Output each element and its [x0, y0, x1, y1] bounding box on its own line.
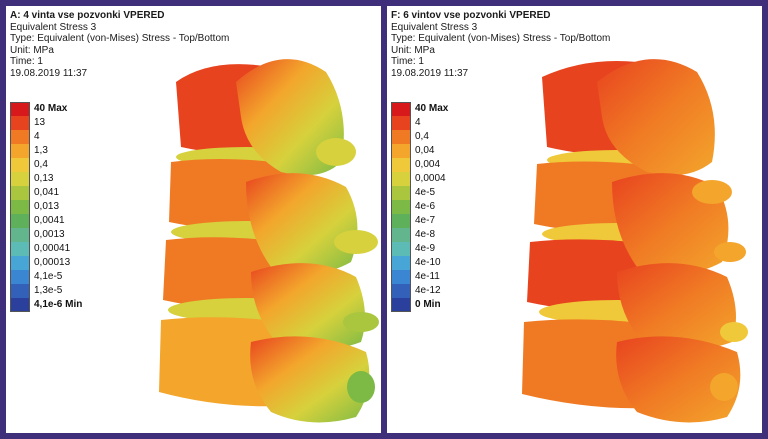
legend-label: 0,0004: [415, 173, 446, 184]
result-name: Equivalent Stress 3: [391, 21, 478, 33]
result-type: Type: Equivalent (von-Mises) Stress - To…: [10, 33, 230, 44]
legend-label: 4e-7: [415, 215, 436, 226]
result-title: F: 6 vintov vse pozvonki VPERED: [391, 10, 551, 21]
legend-label: 4e-9: [415, 243, 436, 254]
legend-swatch: [391, 256, 411, 270]
legend-label: 4e-6: [415, 201, 436, 212]
legend-label: 0,0013: [34, 229, 65, 240]
legend-label: 0,04: [415, 145, 435, 156]
legend-label: 0,00013: [34, 257, 71, 268]
legend-label: 4e-5: [415, 187, 436, 198]
legend-swatch: [391, 228, 411, 242]
legend-swatch: [391, 242, 411, 256]
legend-swatch: [10, 102, 30, 116]
legend-swatch: [10, 158, 30, 172]
legend-swatch: [391, 144, 411, 158]
legend-swatch: [10, 242, 30, 256]
legend-label: 4e-8: [415, 229, 436, 240]
legend-label: 1,3: [34, 145, 48, 156]
legend-label: 40 Max: [34, 103, 68, 114]
legend-label: 0,004: [415, 159, 441, 170]
legend-label: 4: [415, 117, 421, 128]
legend-swatch: [10, 186, 30, 200]
legend-label: 0,4: [415, 131, 429, 142]
legend-swatch: [391, 214, 411, 228]
spine-model-stress-plot[interactable]: [151, 42, 381, 432]
legend-swatch: [10, 172, 30, 186]
legend-label: 1,3e-5: [34, 285, 63, 296]
result-type: Type: Equivalent (von-Mises) Stress - To…: [391, 33, 611, 44]
result-unit: Unit: MPa: [10, 44, 54, 56]
result-name: Equivalent Stress 3: [10, 21, 97, 33]
legend-swatch: [10, 228, 30, 242]
legend-swatch: [391, 172, 411, 186]
legend-swatch: [10, 200, 30, 214]
legend-label: 0,041: [34, 187, 60, 198]
legend-label: 40 Max: [415, 103, 449, 114]
legend-label: 0,013: [34, 201, 60, 212]
legend-label: 4e-10: [415, 257, 441, 268]
legend-swatch: [391, 200, 411, 214]
legend-swatch: [391, 116, 411, 130]
legend-label: 4e-11: [415, 271, 440, 282]
legend-label: 0,4: [34, 159, 48, 170]
result-time: Time: 1: [10, 56, 43, 67]
legend-swatch: [391, 284, 411, 298]
legend-swatch: [10, 270, 30, 284]
legend-label: 0,13: [34, 173, 54, 184]
legend-swatch: [391, 158, 411, 172]
legend-swatch: [391, 186, 411, 200]
result-date: 19.08.2019 11:37: [391, 67, 469, 79]
result-unit: Unit: MPa: [391, 44, 435, 56]
legend-label: 4: [34, 131, 40, 142]
legend-label: 4e-12: [415, 285, 441, 296]
result-header: F: 6 vintov vse pozvonki VPERED Equivale…: [391, 10, 610, 79]
legend-swatch: [10, 284, 30, 298]
legend-swatch: [10, 256, 30, 270]
legend-swatch: [10, 298, 30, 312]
legend-label: 4,1e-6 Min: [34, 299, 83, 310]
legend-label: 0,0041: [34, 215, 65, 226]
result-date: 19.08.2019 11:37: [10, 67, 88, 79]
legend-swatch: [10, 144, 30, 158]
spine-model-stress-plot[interactable]: [512, 42, 757, 432]
legend-swatch: [10, 214, 30, 228]
result-panel-a: A: 4 vinta vse pozvonki VPERED Equivalen…: [6, 6, 381, 433]
result-time: Time: 1: [391, 56, 424, 67]
result-title: A: 4 vinta vse pozvonki VPERED: [10, 10, 165, 21]
legend-swatch: [10, 116, 30, 130]
legend-label: 0 Min: [415, 299, 441, 310]
legend-swatch: [391, 270, 411, 284]
legend-label: 0,00041: [34, 243, 71, 254]
legend-label: 4,1e-5: [34, 271, 63, 282]
legend-swatch: [391, 298, 411, 312]
legend-label: 13: [34, 117, 46, 128]
result-header: A: 4 vinta vse pozvonki VPERED Equivalen…: [10, 10, 229, 79]
legend-swatch: [391, 102, 411, 116]
result-panel-f: F: 6 vintov vse pozvonki VPERED Equivale…: [387, 6, 762, 433]
legend-swatch: [10, 130, 30, 144]
legend-swatch: [391, 130, 411, 144]
